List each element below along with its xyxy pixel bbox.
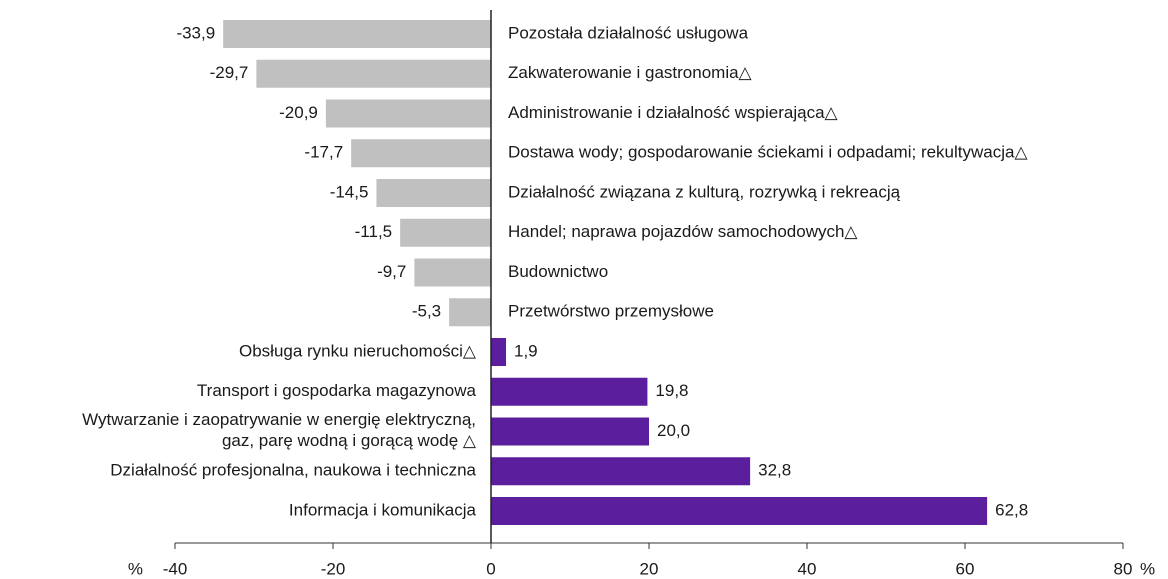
value-label: -29,7: [210, 63, 249, 82]
bar: [414, 258, 491, 287]
category-label: Działalność związana z kulturą, rozrywką…: [508, 182, 901, 201]
x-unit-left: %: [128, 559, 143, 578]
category-label: Dostawa wody; gospodarowanie ściekami i …: [508, 143, 1028, 162]
category-label: Administrowanie i działalność wspierając…: [508, 103, 839, 122]
value-label: -17,7: [304, 143, 343, 162]
value-label: 1,9: [514, 341, 538, 360]
x-tick-label: -40: [163, 559, 188, 578]
value-label: 20,0: [657, 421, 690, 440]
bar: [256, 59, 491, 88]
bar: [491, 457, 751, 486]
x-tick-label: 60: [956, 559, 975, 578]
bar: [400, 218, 491, 247]
category-label: Zakwaterowanie i gastronomia△: [508, 63, 753, 82]
value-label: 32,8: [758, 461, 791, 480]
category-label: Budownictwo: [508, 262, 608, 281]
category-label: Informacja i komunikacja: [289, 500, 477, 519]
value-label: -20,9: [279, 103, 318, 122]
bar: [223, 20, 491, 48]
category-label: Transport i gospodarka magazynowa: [197, 381, 477, 400]
value-label: -14,5: [330, 182, 369, 201]
x-tick-label: 20: [640, 559, 659, 578]
bar: [491, 377, 648, 406]
x-tick-label: 80: [1114, 559, 1133, 578]
bar: [376, 179, 491, 207]
category-label: Obsługa rynku nieruchomości△: [239, 341, 477, 360]
category-label: Handel; naprawa pojazdów samochodowych△: [508, 222, 858, 241]
value-label: -33,9: [176, 23, 215, 42]
bar: [449, 298, 491, 327]
value-label: -9,7: [377, 262, 406, 281]
category-label: Działalność profesjonalna, naukowa i tec…: [110, 461, 476, 480]
category-label: Przetwórstwo przemysłowe: [508, 302, 714, 321]
category-label: Pozostała działalność usługowa: [508, 23, 749, 42]
value-label: 62,8: [995, 500, 1028, 519]
bar: [491, 417, 649, 446]
value-label: -11,5: [355, 222, 393, 241]
bar: [325, 99, 491, 128]
bar: [351, 139, 491, 168]
bar: [491, 338, 507, 366]
category-label: Wytwarzanie i zaopatrywanie w energię el…: [82, 410, 477, 450]
bar: [491, 497, 988, 525]
x-tick-label: 0: [486, 559, 495, 578]
x-tick-label: -20: [321, 559, 346, 578]
x-tick-label: 40: [798, 559, 817, 578]
x-unit-right: %: [1140, 559, 1155, 578]
value-label: 19,8: [655, 381, 688, 400]
value-label: -5,3: [412, 302, 441, 321]
